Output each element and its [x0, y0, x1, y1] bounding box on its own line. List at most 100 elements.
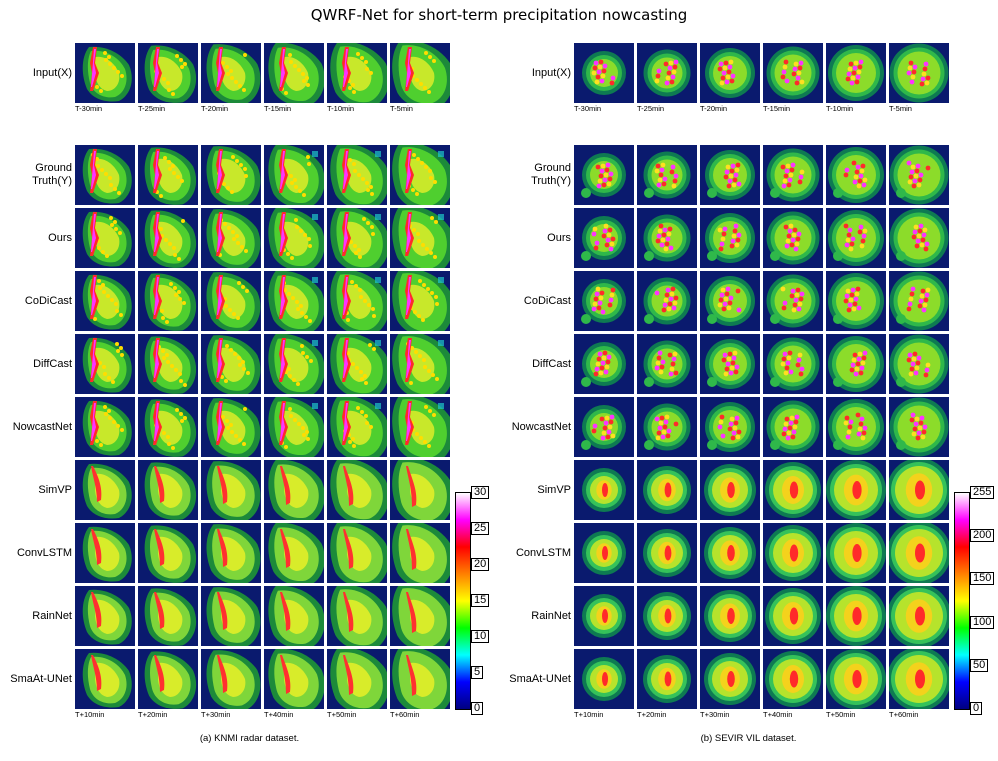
output-time-label: T+60min: [889, 710, 919, 719]
row-label-nowcastnet: NowcastNet: [511, 420, 571, 433]
input-time-label: T-15min: [763, 104, 791, 113]
colorbar-tick-label: 0: [970, 702, 983, 715]
radar-frame-codicast-4: [763, 271, 823, 331]
radar-frame-diffcast-1: [574, 334, 634, 394]
radar-frame-ours-2: [138, 208, 198, 268]
row-label-input: Input(X): [32, 66, 72, 79]
input-time-label: T-25min: [637, 104, 665, 113]
radar-frame-input-1: [574, 43, 634, 103]
panel-caption: (b) SEVIR VIL dataset.: [700, 733, 797, 744]
radar-frame-diffcast-2: [138, 334, 198, 394]
radar-frame-ours-2: [637, 208, 697, 268]
colorbar-tick-label: 20: [471, 558, 490, 571]
radar-frame-ground_truth-1: [574, 145, 634, 205]
input-time-label: T-30min: [75, 104, 103, 113]
radar-frame-codicast-5: [826, 271, 886, 331]
radar-frame-simvp-2: [138, 460, 198, 520]
output-time-label: T+50min: [826, 710, 856, 719]
radar-frame-simvp-3: [700, 460, 760, 520]
row-label-diffcast: DiffCast: [532, 357, 571, 370]
input-time-label: T-20min: [700, 104, 728, 113]
radar-frame-codicast-5: [327, 269, 390, 336]
radar-frame-simvp-1: [574, 460, 634, 520]
radar-frame-diffcast-3: [201, 334, 261, 396]
radar-frame-nowcastnet-4: [763, 397, 823, 457]
radar-frame-rainnet-5: [327, 584, 390, 651]
panel-caption: (a) KNMI radar dataset.: [199, 733, 300, 744]
input-time-label: T-25min: [138, 104, 166, 113]
row-label-smaat: SmaAt-UNet: [10, 672, 72, 685]
radar-frame-ours-3: [201, 208, 261, 270]
output-time-label: T+30min: [700, 710, 730, 719]
row-label-simvp: SimVP: [38, 483, 72, 496]
radar-frame-input-2: [138, 43, 198, 103]
radar-frame-convlstm-3: [201, 523, 261, 585]
radar-frame-smaat-6: [887, 647, 951, 711]
colorbar-tick-label: 100: [970, 615, 995, 629]
radar-frame-ground_truth-4: [264, 144, 325, 208]
radar-frame-convlstm-4: [264, 522, 325, 586]
radar-frame-codicast-2: [637, 271, 697, 331]
radar-frame-codicast-6: [889, 271, 949, 331]
radar-frame-input-4: [763, 43, 823, 103]
output-time-label: T+50min: [327, 710, 357, 719]
radar-frame-smaat-1: [75, 649, 135, 709]
radar-frame-convlstm-6: [390, 520, 454, 589]
radar-frame-convlstm-1: [75, 523, 135, 583]
radar-frame-ours-1: [75, 208, 135, 268]
radar-frame-diffcast-2: [637, 334, 697, 394]
radar-frame-nowcastnet-2: [138, 397, 198, 457]
colorbar: [455, 492, 471, 710]
radar-frame-simvp-6: [390, 457, 454, 526]
radar-frame-rainnet-6: [390, 583, 454, 652]
radar-frame-convlstm-4: [763, 523, 823, 583]
colorbar-tick-label: 50: [970, 658, 989, 672]
panel-knmi: Input(X) Ground Truth(Y) Ours CoDiCast DiffCa…: [10, 40, 490, 744]
radar-frame-nowcastnet-1: [75, 397, 135, 457]
radar-frame-codicast-6: [390, 268, 454, 337]
radar-frame-codicast-3: [700, 271, 760, 331]
radar-frame-convlstm-6: [887, 521, 951, 585]
row-label-codicast: CoDiCast: [523, 294, 571, 307]
colorbar-tick-label: 200: [970, 529, 995, 543]
radar-frame-rainnet-1: [75, 586, 135, 646]
radar-frame-nowcastnet-6: [889, 397, 949, 457]
radar-frame-simvp-5: [826, 460, 886, 520]
radar-frame-ours-6: [889, 208, 949, 268]
radar-frame-rainnet-2: [637, 586, 697, 646]
output-time-label: T+40min: [763, 710, 793, 719]
radar-frame-ground_truth-3: [700, 145, 760, 205]
radar-frame-codicast-1: [574, 271, 634, 331]
colorbar-tick-label: 15: [471, 594, 490, 607]
radar-frame-simvp-4: [763, 460, 823, 520]
radar-frame-diffcast-6: [390, 331, 454, 400]
radar-frame-ours-6: [390, 205, 454, 274]
radar-frame-convlstm-5: [826, 523, 886, 583]
row-label-input: Input(X): [531, 66, 571, 79]
radar-frame-ours-5: [327, 206, 390, 273]
radar-frame-rainnet-4: [763, 586, 823, 646]
colorbar-tick-label: 0: [471, 702, 484, 715]
input-time-label: T-10min: [327, 104, 355, 113]
radar-frame-ground_truth-3: [201, 145, 261, 207]
radar-frame-nowcastnet-5: [826, 397, 886, 457]
radar-frame-ours-4: [763, 208, 823, 268]
row-label-ours: Ours: [48, 231, 72, 244]
radar-frame-ground_truth-1: [75, 145, 135, 205]
radar-frame-nowcastnet-2: [637, 397, 697, 457]
input-time-label: T-5min: [889, 104, 912, 113]
row-label-ground_truth: Ground Truth(Y): [531, 162, 571, 187]
colorbar-tick-label: 30: [471, 486, 490, 499]
panel-sevir: Input(X) Ground Truth(Y) Ours CoDiCast DiffCa…: [499, 0, 998, 761]
radar-frame-smaat-5: [327, 647, 390, 714]
radar-frame-rainnet-6: [887, 584, 951, 648]
radar-frame-codicast-4: [264, 270, 325, 334]
radar-frame-diffcast-3: [700, 334, 760, 394]
radar-frame-nowcastnet-4: [264, 396, 325, 460]
radar-frame-input-2: [637, 43, 697, 103]
output-time-label: T+60min: [390, 710, 420, 719]
colorbar-tick-label: 25: [471, 522, 490, 535]
radar-frame-simvp-2: [637, 460, 697, 520]
input-time-label: T-10min: [826, 104, 854, 113]
radar-frame-ground_truth-5: [826, 145, 886, 205]
